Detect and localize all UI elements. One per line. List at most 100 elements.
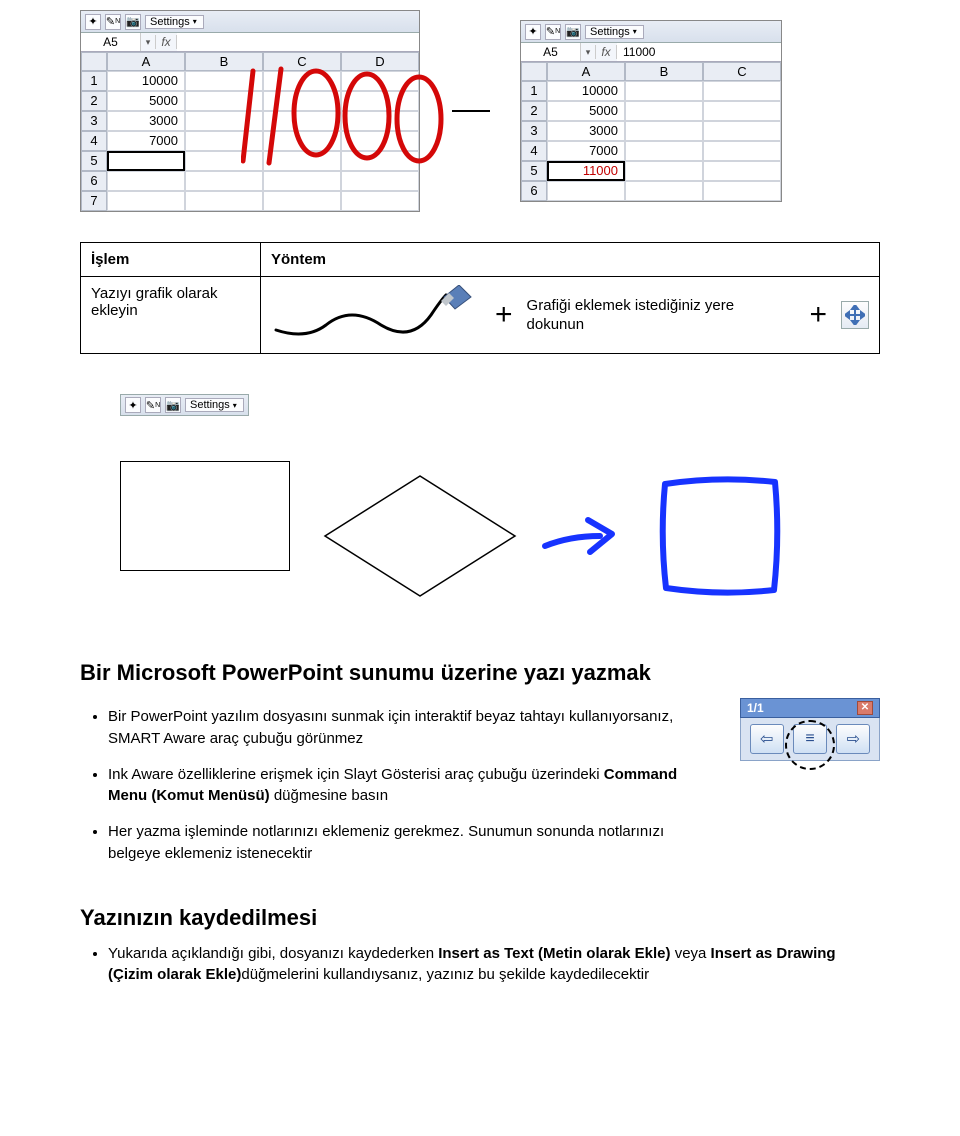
camera-icon[interactable]: 📷: [565, 24, 581, 40]
cell-D6[interactable]: [341, 171, 419, 191]
cell-A2[interactable]: 5000: [547, 101, 625, 121]
section-powerpoint-bullets: Bir PowerPoint yazılım dosyasını sunmak …: [80, 706, 710, 865]
column-header[interactable]: A: [547, 62, 625, 81]
ink-n-icon[interactable]: ✎N: [145, 397, 161, 413]
cell-D3[interactable]: [341, 111, 419, 131]
fx-icon[interactable]: fx: [595, 45, 617, 59]
formula-bar[interactable]: [177, 33, 419, 51]
cell-B7[interactable]: [185, 191, 263, 211]
column-header[interactable]: D: [341, 52, 419, 71]
arrow-right: [450, 101, 490, 121]
row-header[interactable]: 5: [81, 151, 107, 171]
row-header[interactable]: 7: [81, 191, 107, 211]
grid-right[interactable]: ABC 1100002500033000470005110006: [521, 62, 781, 201]
capture-icon[interactable]: ✦: [125, 397, 141, 413]
cell-B3[interactable]: [185, 111, 263, 131]
cell-B2[interactable]: [185, 91, 263, 111]
name-box[interactable]: A5: [521, 43, 581, 61]
cell-C4[interactable]: [703, 141, 781, 161]
column-header[interactable]: B: [625, 62, 703, 81]
cell-B3[interactable]: [625, 121, 703, 141]
cell-D5[interactable]: [341, 151, 419, 171]
cell-A7[interactable]: [107, 191, 185, 211]
row-header[interactable]: 2: [81, 91, 107, 111]
column-header[interactable]: A: [107, 52, 185, 71]
row-header[interactable]: 6: [521, 181, 547, 201]
capture-icon[interactable]: ✦: [85, 14, 101, 30]
ink-squiggle: [271, 285, 481, 345]
grid-left[interactable]: ABCD 110000250003300047000567: [81, 52, 419, 211]
cell-D4[interactable]: [341, 131, 419, 151]
cell-D1[interactable]: [341, 71, 419, 91]
cell-B6[interactable]: [185, 171, 263, 191]
cell-A6[interactable]: [547, 181, 625, 201]
row-header[interactable]: 6: [81, 171, 107, 191]
cell-B6[interactable]: [625, 181, 703, 201]
close-icon[interactable]: ✕: [857, 701, 873, 715]
cell-A3[interactable]: 3000: [107, 111, 185, 131]
row-header[interactable]: 5: [521, 161, 547, 181]
plus-icon: +: [810, 298, 828, 332]
ink-n-icon[interactable]: ✎N: [105, 14, 121, 30]
row-header[interactable]: 1: [521, 81, 547, 101]
cell-B5[interactable]: [185, 151, 263, 171]
cell-D2[interactable]: [341, 91, 419, 111]
settings-button[interactable]: Settings ▾: [585, 25, 644, 39]
cell-A6[interactable]: [107, 171, 185, 191]
next-slide-button[interactable]: ⇨: [836, 724, 870, 754]
row-header[interactable]: 4: [521, 141, 547, 161]
settings-label: Settings: [590, 26, 630, 38]
spreadsheet-right: ✦ ✎N 📷 Settings ▾ A5 ▾ fx 11000 ABC11000…: [520, 20, 782, 202]
cell-A3[interactable]: 3000: [547, 121, 625, 141]
row-header[interactable]: 2: [521, 101, 547, 121]
formula-bar[interactable]: 11000: [617, 43, 781, 61]
cell-A4[interactable]: 7000: [547, 141, 625, 161]
move-arrows-icon[interactable]: [841, 301, 869, 329]
cell-C1[interactable]: [263, 71, 341, 91]
cell-D7[interactable]: [341, 191, 419, 211]
cell-A5[interactable]: 11000: [547, 161, 625, 181]
settings-button[interactable]: Settings ▾: [185, 398, 244, 412]
cell-B4[interactable]: [625, 141, 703, 161]
cell-A2[interactable]: 5000: [107, 91, 185, 111]
settings-button[interactable]: Settings ▾: [145, 15, 204, 29]
name-box[interactable]: A5: [81, 33, 141, 51]
cell-C1[interactable]: [703, 81, 781, 101]
cell-A1[interactable]: 10000: [107, 71, 185, 91]
capture-icon[interactable]: ✦: [525, 24, 541, 40]
row-header[interactable]: 3: [521, 121, 547, 141]
cell-C4[interactable]: [263, 131, 341, 151]
cell-B1[interactable]: [625, 81, 703, 101]
row-header[interactable]: 4: [81, 131, 107, 151]
cell-C6[interactable]: [703, 181, 781, 201]
cell-B1[interactable]: [185, 71, 263, 91]
cell-A1[interactable]: 10000: [547, 81, 625, 101]
cell-B4[interactable]: [185, 131, 263, 151]
cell-A4[interactable]: 7000: [107, 131, 185, 151]
cell-C5[interactable]: [703, 161, 781, 181]
cell-C3[interactable]: [263, 111, 341, 131]
cell-B5[interactable]: [625, 161, 703, 181]
cell-C7[interactable]: [263, 191, 341, 211]
command-menu-button[interactable]: ≡: [793, 724, 827, 754]
cell-C3[interactable]: [703, 121, 781, 141]
cell-C2[interactable]: [703, 101, 781, 121]
cell-C6[interactable]: [263, 171, 341, 191]
column-header[interactable]: B: [185, 52, 263, 71]
cell-C5[interactable]: [263, 151, 341, 171]
plus-icon: +: [495, 298, 513, 332]
camera-icon[interactable]: 📷: [165, 397, 181, 413]
row-header[interactable]: 1: [81, 71, 107, 91]
prev-slide-button[interactable]: ⇦: [750, 724, 784, 754]
name-box-dropdown-icon[interactable]: ▾: [141, 37, 155, 48]
column-header[interactable]: C: [703, 62, 781, 81]
cell-C2[interactable]: [263, 91, 341, 111]
fx-icon[interactable]: fx: [155, 35, 177, 49]
name-box-dropdown-icon[interactable]: ▾: [581, 47, 595, 58]
ink-n-icon[interactable]: ✎N: [545, 24, 561, 40]
cell-B2[interactable]: [625, 101, 703, 121]
row-header[interactable]: 3: [81, 111, 107, 131]
cell-A5[interactable]: [107, 151, 185, 171]
column-header[interactable]: C: [263, 52, 341, 71]
camera-icon[interactable]: 📷: [125, 14, 141, 30]
